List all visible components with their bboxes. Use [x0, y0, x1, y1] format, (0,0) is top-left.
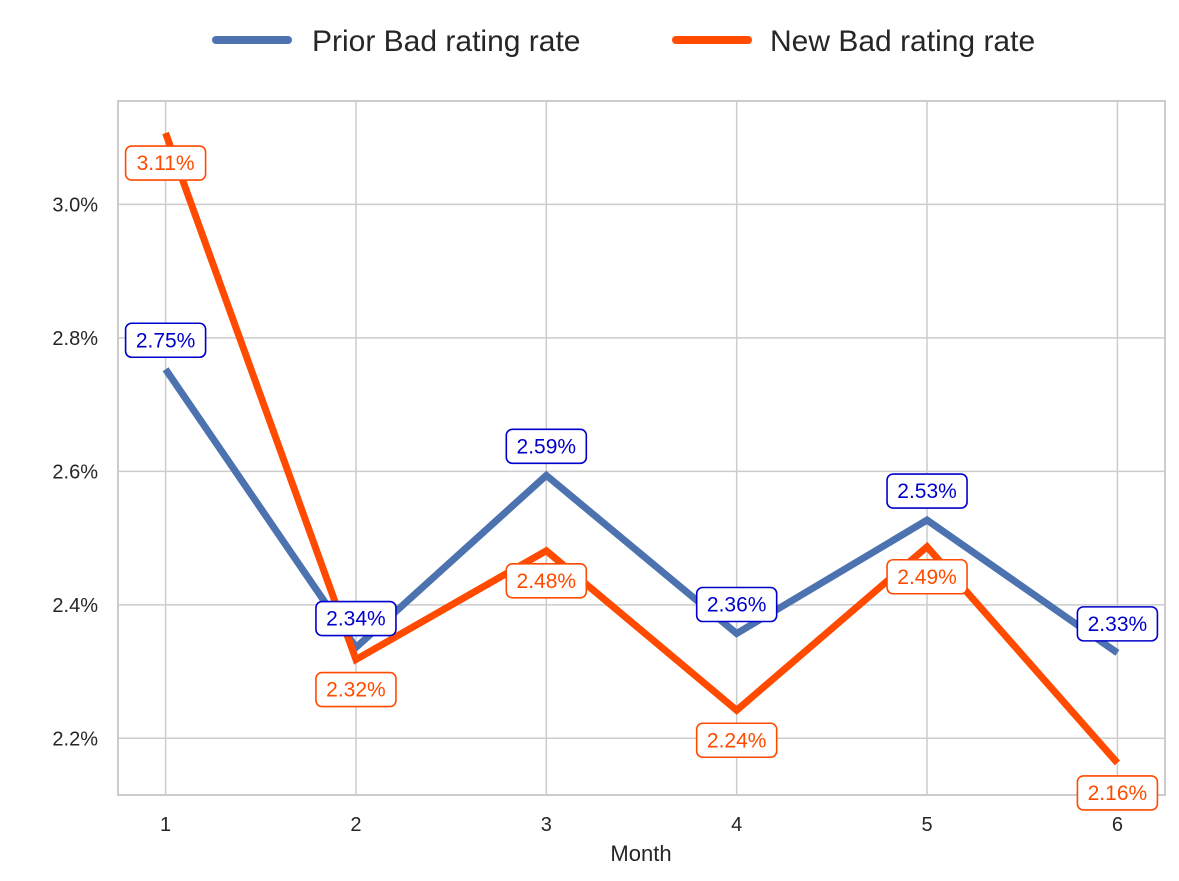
data-label-text: 3.11% — [137, 152, 195, 175]
data-label: 2.75% — [124, 322, 207, 359]
y-tick-label: 2.4% — [52, 595, 98, 617]
legend-label: Prior Bad rating rate — [312, 25, 580, 58]
series-lines — [162, 131, 1121, 766]
series-line-prior — [162, 367, 1120, 656]
plot-frame — [117, 100, 1166, 796]
data-label: 2.48% — [505, 562, 588, 599]
data-label-text: 2.48% — [517, 570, 577, 593]
data-label: 2.16% — [1076, 775, 1159, 811]
data-label-text: 2.75% — [136, 329, 196, 352]
data-label-text: 2.16% — [1088, 782, 1148, 805]
legend-item: Prior Bad rating rate — [212, 25, 580, 58]
x-tick-label: 4 — [731, 814, 742, 836]
x-axis-label: Month — [610, 841, 671, 866]
legend-label: New Bad rating rate — [770, 25, 1035, 58]
data-label-box — [124, 145, 207, 181]
x-tick-label: 2 — [350, 814, 361, 836]
data-label-box — [695, 586, 778, 623]
data-label: 2.24% — [695, 722, 778, 759]
data-label-text: 2.34% — [326, 608, 386, 631]
x-tick-label: 5 — [921, 814, 932, 836]
data-label-text: 2.59% — [517, 435, 577, 458]
data-label-box — [886, 558, 968, 595]
data-label: 2.36% — [695, 586, 778, 623]
data-label-text: 2.36% — [707, 594, 767, 617]
y-tick-label: 3.0% — [52, 194, 98, 216]
x-tick-label: 1 — [160, 814, 171, 836]
data-label-box — [695, 722, 778, 759]
data-label: 2.53% — [886, 473, 968, 509]
y-axis-ticks: 2.2% 2.4% 2.6% 2.8% 3.0% — [52, 194, 98, 750]
data-label-box — [1076, 775, 1159, 811]
data-label-box — [315, 600, 397, 637]
x-tick-label: 3 — [541, 814, 552, 836]
x-tick-label: 6 — [1112, 814, 1123, 836]
data-label-box — [505, 562, 588, 599]
grid-lines — [118, 101, 1165, 795]
data-label-text: 2.49% — [897, 566, 957, 589]
data-label-box — [886, 473, 968, 509]
series-line-new — [162, 131, 1121, 766]
data-label-text: 2.24% — [707, 729, 767, 752]
data-label-text: 2.53% — [897, 480, 957, 503]
data-label-box — [1076, 606, 1159, 642]
data-label: 2.49% — [886, 558, 968, 595]
data-label: 2.32% — [315, 671, 397, 708]
legend: Prior Bad rating rate New Bad rating rate — [212, 25, 1035, 58]
data-label-box — [124, 322, 207, 359]
data-label-text: 2.33% — [1088, 613, 1148, 636]
data-label-box — [315, 671, 397, 708]
y-tick-label: 2.6% — [52, 461, 98, 483]
legend-item: New Bad rating rate — [672, 25, 1035, 58]
data-label: 2.33% — [1076, 606, 1159, 642]
data-label-box — [505, 428, 588, 465]
data-label-text: 2.32% — [326, 679, 386, 702]
y-tick-label: 2.2% — [52, 728, 98, 750]
data-label: 2.34% — [315, 600, 397, 637]
data-label: 3.11% — [124, 145, 207, 181]
data-label: 2.59% — [505, 428, 588, 465]
x-axis-ticks: 1 2 3 4 5 6 — [160, 814, 1123, 836]
y-tick-label: 2.8% — [52, 328, 98, 350]
data-labels: 2.75% 2.34% 2.59% 2.36% 2.53% 2.33% 3.11% 2.32%… — [124, 145, 1159, 811]
